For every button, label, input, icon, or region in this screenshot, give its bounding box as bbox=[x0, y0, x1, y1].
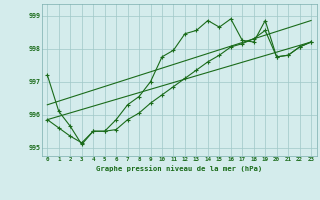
X-axis label: Graphe pression niveau de la mer (hPa): Graphe pression niveau de la mer (hPa) bbox=[96, 165, 262, 172]
